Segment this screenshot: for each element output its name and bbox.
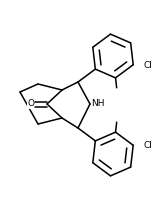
Text: Cl: Cl: [144, 61, 152, 69]
Text: O: O: [27, 99, 34, 109]
Text: NH: NH: [91, 99, 104, 109]
Text: Cl: Cl: [144, 140, 152, 150]
